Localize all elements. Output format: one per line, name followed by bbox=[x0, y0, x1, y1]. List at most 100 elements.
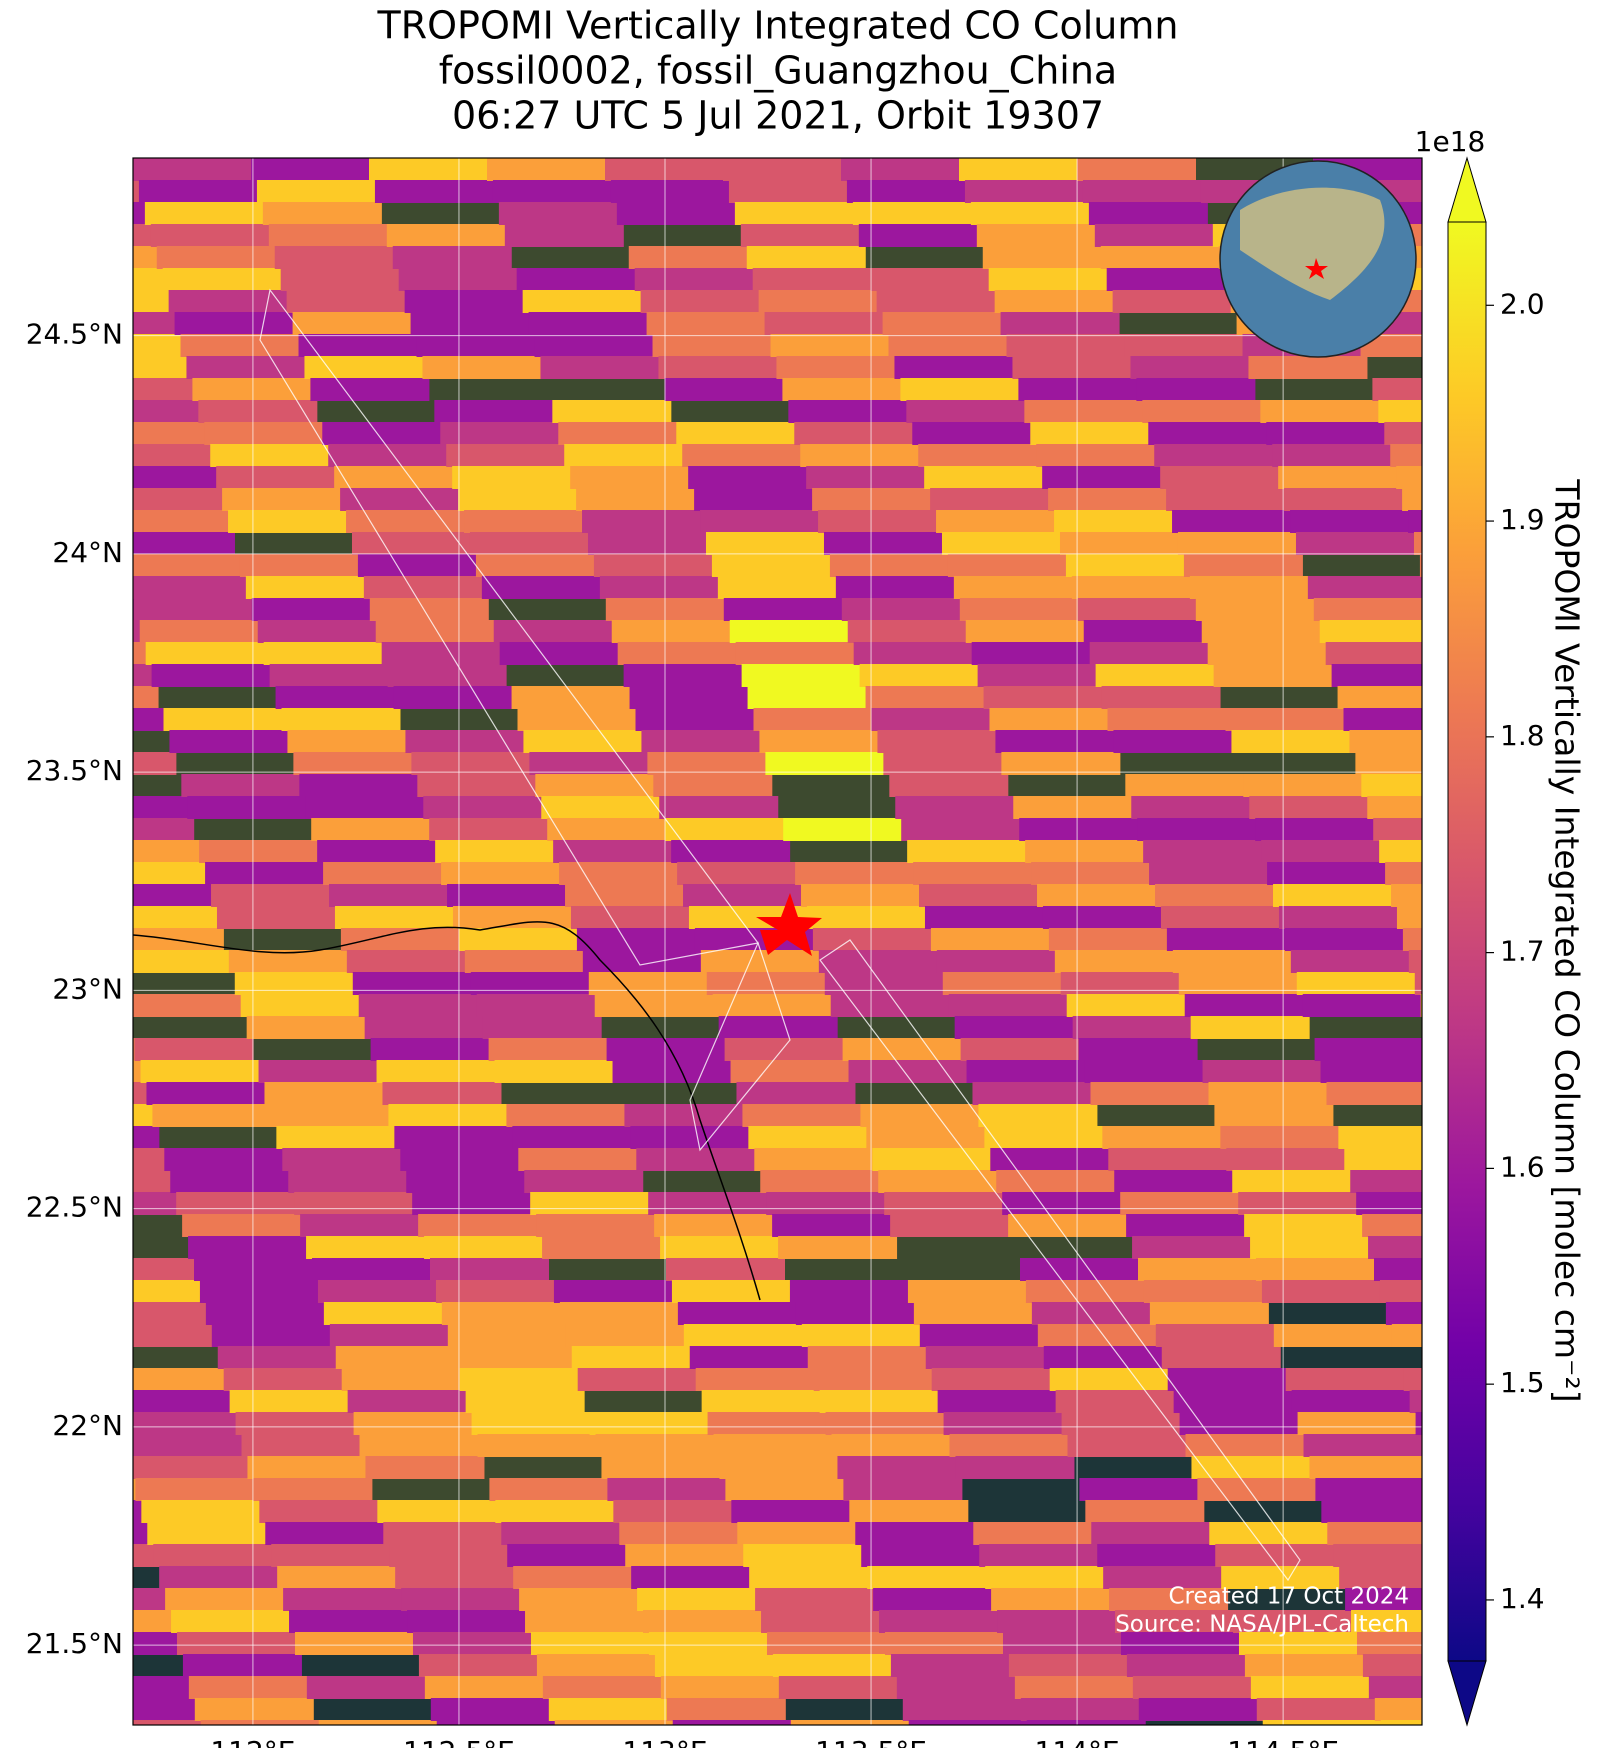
swath-pixel bbox=[0, 246, 40, 269]
swath-pixel bbox=[530, 1192, 650, 1215]
swath-pixel bbox=[936, 950, 1056, 973]
swath-pixel bbox=[269, 664, 389, 687]
swath-pixel bbox=[133, 1720, 202, 1725]
swath-pixel bbox=[374, 180, 494, 203]
swath-pixel bbox=[133, 488, 224, 511]
swath-pixel bbox=[306, 1676, 426, 1699]
swath-pixel bbox=[654, 1654, 774, 1677]
swath-pixel bbox=[1095, 664, 1215, 687]
swath-pixel bbox=[977, 664, 1097, 687]
swath-pixel bbox=[251, 598, 371, 621]
swath-pixel bbox=[1320, 1060, 1422, 1083]
swath-pixel bbox=[1356, 1192, 1422, 1215]
swath-pixel bbox=[841, 598, 961, 621]
swath-pixel bbox=[1101, 686, 1221, 709]
swath-pixel bbox=[1569, 1544, 1609, 1567]
swath-pixel bbox=[1131, 796, 1251, 819]
swath-pixel bbox=[251, 158, 370, 181]
swath-pixel bbox=[187, 796, 307, 819]
swath-pixel bbox=[162, 268, 282, 291]
swath-pixel bbox=[610, 180, 730, 203]
swath-pixel bbox=[0, 1016, 12, 1039]
swath-pixel bbox=[0, 1038, 18, 1061]
swath-pixel bbox=[605, 158, 724, 181]
swath-pixel bbox=[1427, 1456, 1546, 1479]
swath-pixel bbox=[883, 752, 1003, 775]
swath-pixel bbox=[918, 444, 1038, 467]
swath-pixel bbox=[530, 1632, 650, 1655]
swath-pixel bbox=[1231, 730, 1351, 753]
swath-pixel bbox=[1185, 1434, 1305, 1457]
swath-pixel bbox=[625, 1544, 745, 1567]
swath-pixel bbox=[1215, 1544, 1335, 1567]
swath-pixel bbox=[216, 906, 336, 929]
swath-pixel bbox=[937, 1390, 1057, 1413]
swath-pixel bbox=[504, 224, 624, 247]
swath-pixel bbox=[133, 158, 252, 181]
swath-pixel bbox=[156, 246, 276, 269]
swath-pixel bbox=[353, 1412, 473, 1435]
swath-pixel bbox=[995, 730, 1115, 753]
swath-pixel bbox=[1605, 1676, 1609, 1699]
swath-pixel bbox=[0, 1082, 29, 1105]
swath-pixel bbox=[1048, 928, 1168, 951]
swath-pixel bbox=[1006, 334, 1126, 357]
swath-pixel bbox=[133, 1522, 149, 1545]
swath-pixel bbox=[305, 796, 425, 819]
swath-pixel bbox=[1042, 906, 1162, 929]
swath-pixel bbox=[1484, 356, 1603, 379]
swath-pixel bbox=[943, 1412, 1063, 1435]
swath-pixel bbox=[541, 796, 661, 819]
swath-pixel bbox=[133, 1676, 190, 1699]
swath-pixel bbox=[985, 1566, 1105, 1589]
swath-pixel bbox=[277, 1566, 397, 1589]
swath-pixel bbox=[507, 1544, 627, 1567]
swath-pixel bbox=[1384, 422, 1422, 445]
swath-pixel bbox=[858, 224, 978, 247]
swath-pixel bbox=[577, 1368, 697, 1391]
swath-pixel bbox=[617, 642, 737, 665]
swath-pixel bbox=[988, 268, 1108, 291]
swath-pixel bbox=[1295, 532, 1415, 555]
swath-pixel bbox=[145, 642, 265, 665]
swath-pixel bbox=[435, 1280, 555, 1303]
swath-pixel bbox=[570, 466, 690, 489]
swath-pixel bbox=[1020, 1698, 1140, 1721]
swath-pixel bbox=[743, 1544, 863, 1567]
swath-pixel bbox=[728, 180, 848, 203]
swath-pixel bbox=[1232, 1170, 1352, 1193]
swath-pixel bbox=[1267, 862, 1387, 885]
swath-pixel bbox=[837, 1456, 957, 1479]
swath-pixel bbox=[1597, 774, 1609, 797]
swath-pixel bbox=[736, 1082, 856, 1105]
swath-pixel bbox=[282, 1148, 402, 1171]
swath-pixel bbox=[204, 422, 324, 445]
swath-pixel bbox=[276, 1126, 396, 1149]
swath-pixel bbox=[1408, 510, 1422, 533]
swath-pixel bbox=[481, 576, 601, 599]
swath-pixel bbox=[535, 774, 655, 797]
swath-pixel bbox=[133, 840, 201, 863]
colorbar-tick-label: 1.7 bbox=[1500, 935, 1545, 968]
swath-pixel bbox=[165, 1588, 285, 1611]
swath-pixel bbox=[1361, 774, 1422, 797]
colorbar-tick-label: 1.6 bbox=[1500, 1150, 1545, 1183]
swath-pixel bbox=[907, 1280, 1027, 1303]
swath-pixel bbox=[1326, 1082, 1422, 1105]
swath-pixel bbox=[660, 1676, 780, 1699]
swath-pixel bbox=[133, 642, 147, 665]
swath-pixel bbox=[876, 290, 996, 313]
swath-pixel bbox=[1078, 1038, 1198, 1061]
swath-pixel bbox=[1586, 1170, 1609, 1193]
swath-pixel bbox=[634, 268, 754, 291]
swath-pixel bbox=[1042, 466, 1162, 489]
swath-pixel bbox=[565, 1324, 685, 1347]
swath-pixel bbox=[1337, 686, 1422, 709]
swath-pixel bbox=[133, 400, 200, 423]
swath-pixel bbox=[705, 532, 825, 555]
swath-pixel bbox=[1373, 818, 1422, 841]
swath-pixel bbox=[410, 312, 530, 335]
swath-pixel bbox=[1148, 422, 1268, 445]
swath-pixel bbox=[0, 708, 47, 731]
